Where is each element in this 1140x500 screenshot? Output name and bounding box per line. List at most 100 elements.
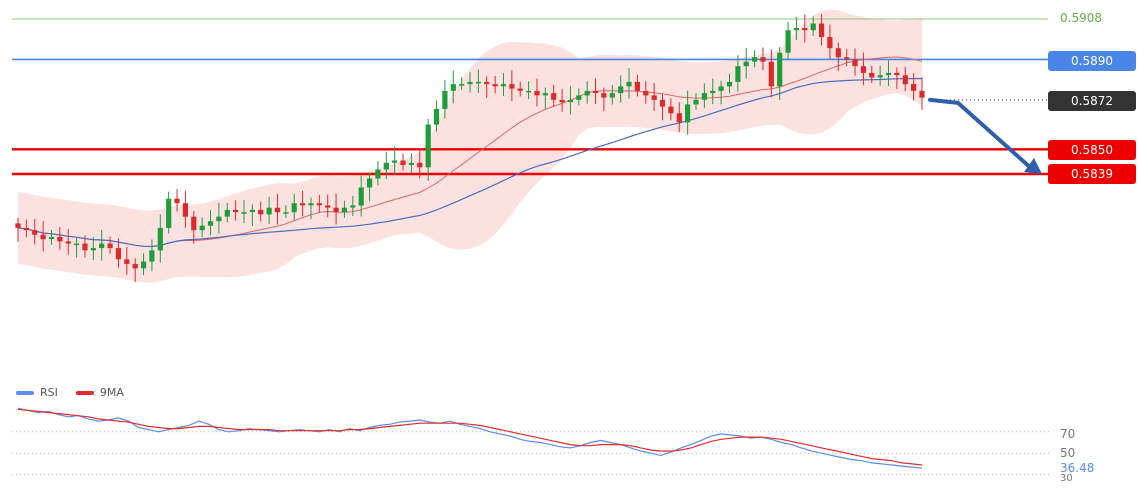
candle-body [551, 93, 557, 100]
candle-body [634, 81, 640, 91]
candle-body [618, 86, 624, 94]
candle-body [668, 106, 674, 114]
candle-body [877, 75, 883, 78]
rsi-tick-30: 30 [1060, 474, 1073, 482]
candle-body [141, 261, 147, 269]
candle-body [182, 203, 188, 217]
candle-body [149, 250, 155, 262]
candle-body [509, 84, 515, 89]
candle-body [659, 99, 666, 107]
candle-body [802, 28, 808, 31]
candle-body [685, 104, 691, 123]
candle-body [199, 225, 205, 231]
candle-body [601, 93, 607, 98]
level-0.5839-label: 0.5839 [1048, 164, 1136, 184]
legend-item-9ma: 9MA [75, 386, 124, 399]
candle-body [367, 178, 373, 188]
candle-body [358, 187, 364, 206]
candle-body [735, 66, 741, 82]
legend-rsi-label: RSI [40, 386, 58, 399]
candle-body [124, 259, 130, 264]
candle-body [584, 90, 590, 96]
candle-body [676, 113, 682, 123]
candle-body [626, 81, 632, 87]
candle-body [241, 212, 247, 214]
arrow-head [1024, 158, 1042, 174]
candle-body [760, 57, 766, 62]
candle-body [500, 84, 507, 87]
candle-body [417, 162, 423, 168]
candle-body [132, 263, 138, 269]
candle-body [400, 160, 406, 165]
candle-body [726, 81, 733, 87]
candle-body [450, 84, 456, 91]
candle-body [768, 61, 774, 87]
rsi-tick-50: 50 [1060, 446, 1076, 460]
candle-body [467, 81, 473, 85]
candle-body [810, 23, 816, 31]
candle-body [567, 99, 573, 103]
candle-body [166, 198, 172, 228]
candle-body [651, 95, 657, 100]
level-0.5850-label: 0.5850 [1048, 140, 1136, 160]
candle-body [835, 48, 841, 58]
candle-body [559, 99, 565, 103]
candle-body [785, 30, 791, 53]
candle-body [425, 124, 431, 168]
candle-body [752, 57, 758, 62]
legend-item-rsi: RSI [16, 386, 58, 399]
candle-body [207, 221, 214, 226]
candle-body [869, 72, 875, 78]
candle-body [316, 203, 322, 206]
candle-body [902, 75, 908, 85]
candle-body [475, 81, 481, 84]
level-0.5890-label: 0.5890 [1048, 51, 1136, 71]
candle-body [433, 108, 440, 125]
candle-body [291, 203, 297, 213]
candle-body [40, 234, 46, 240]
candle-body [325, 205, 331, 208]
candle-body [576, 95, 582, 100]
candle-body [333, 207, 339, 213]
candle-body [701, 93, 707, 100]
candle-body [894, 72, 900, 76]
candle-body [174, 198, 180, 204]
level-0.5908-label: 0.5908 [1060, 11, 1102, 25]
candle-body [48, 236, 55, 240]
candle-body [492, 84, 498, 87]
candle-body [718, 86, 724, 91]
candle-body [74, 243, 80, 246]
candle-body [408, 162, 414, 165]
current-price-label: 0.5872 [1048, 91, 1136, 111]
candle-body [793, 28, 799, 31]
candle-body [852, 59, 858, 67]
candle-body [593, 90, 599, 94]
candle-body [157, 227, 163, 251]
candle-body [885, 72, 892, 76]
candle-body [442, 90, 448, 109]
candle-body [283, 212, 289, 214]
candle-body [484, 81, 490, 85]
projection-arrow [928, 97, 1034, 171]
candle-body [375, 169, 381, 179]
rsi-current-value: 36.48 [1060, 461, 1095, 475]
candle-body [350, 205, 356, 208]
candle-body [115, 248, 121, 260]
candle-body [383, 162, 389, 170]
candle-body [266, 207, 272, 215]
rsi-series-rsi [17, 407, 923, 469]
rsi-legend: RSI 9MA [16, 386, 124, 399]
candle-body [341, 207, 347, 213]
candle-body [224, 209, 230, 217]
candle-body [526, 90, 532, 93]
candle-body [534, 90, 540, 96]
candle-body [542, 93, 548, 96]
candle-body [107, 243, 113, 249]
candle-body [693, 99, 699, 105]
candle-body [191, 216, 197, 231]
candle-body [15, 223, 21, 228]
candle-body [743, 61, 749, 67]
candle-body [643, 90, 649, 96]
